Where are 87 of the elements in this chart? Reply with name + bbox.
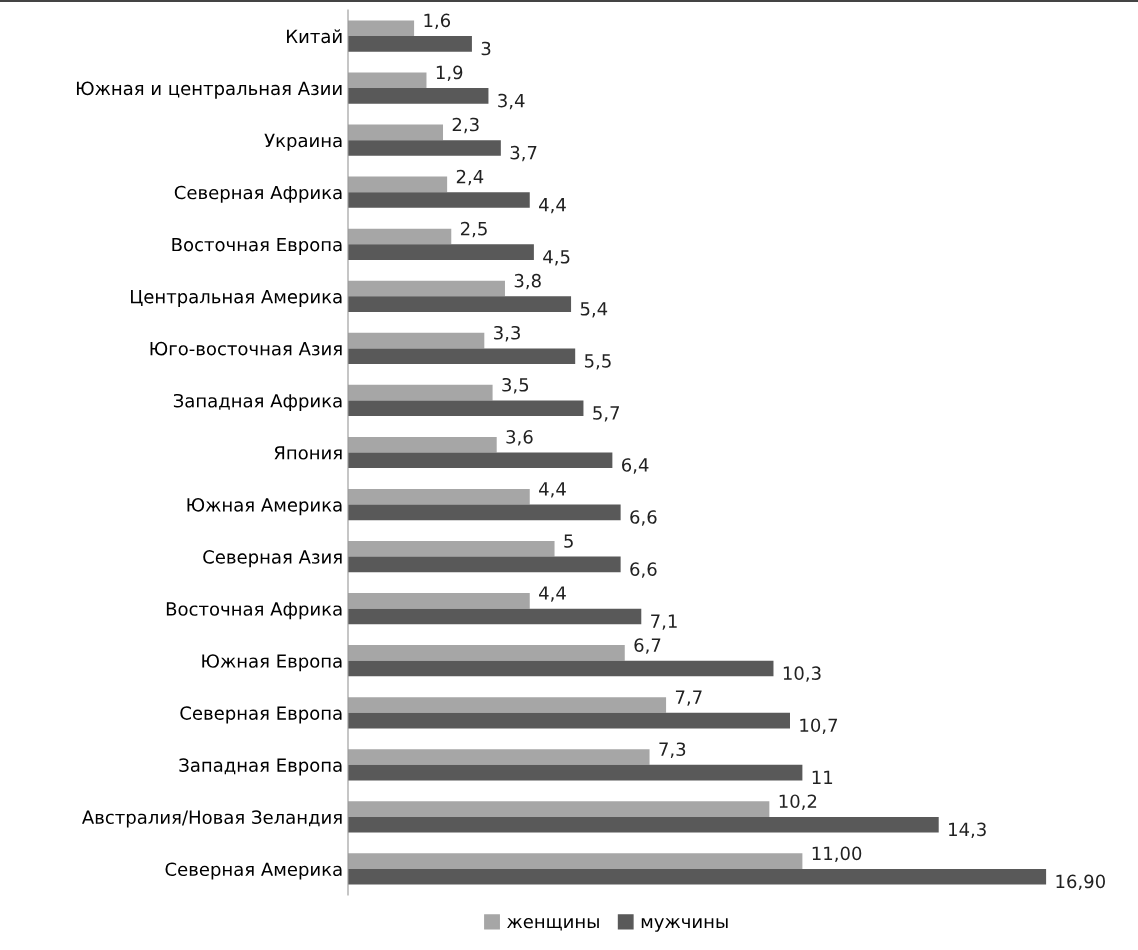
data-label: 3 [481,41,491,56]
bar [348,749,650,765]
bar [348,176,448,193]
bar [348,488,530,505]
data-label: 3,6 [506,430,533,446]
bar [348,660,774,677]
data-label: 2,3 [452,117,479,134]
data-label: 4,4 [539,482,566,498]
data-label: 3,5 [502,377,529,394]
data-label: 6,6 [630,562,657,578]
bar [348,20,415,37]
data-label: 5 [564,534,573,548]
bar [348,853,803,869]
y-tick-label: Восточная Африка [166,602,342,620]
bar [348,124,444,141]
data-label: 3,7 [510,145,537,162]
y-tick-label: Южная Европа [202,654,342,672]
data-label: 4,4 [539,586,566,602]
data-label: 16,90 [1056,874,1105,891]
bar [348,816,939,833]
bar [348,348,576,364]
data-label: 7,1 [651,614,677,630]
bar [348,244,534,260]
data-label: 4,5 [543,250,570,266]
y-tick-label: Япония [274,446,342,460]
bar [348,452,613,469]
bar [348,556,621,573]
y-tick-label: Северная Америка [165,862,342,880]
bar [348,332,485,349]
bar [348,72,427,89]
bar [348,645,625,661]
bar [348,88,489,104]
bar [348,296,572,312]
legend-label: женщины [507,917,599,931]
bar [348,541,555,557]
y-tick-label: Украина [264,133,342,151]
bar [348,697,667,713]
y-tick-label: Южная и центральная Азии [76,81,342,99]
bar [348,712,790,729]
y-tick-label: Центральная Америка [131,290,342,307]
data-label: 7,7 [675,690,702,706]
bar [348,192,530,208]
y-tick-label: Южная Америка [187,498,342,516]
data-label: 2,4 [456,169,484,186]
y-tick-label: Юго-восточная Азия [150,341,342,356]
data-label: 7,3 [659,742,686,758]
data-label: 14,3 [949,822,986,839]
data-label: 11,00 [812,846,862,862]
y-tick-label: Северная Европа [180,706,342,724]
data-label: 3,3 [494,325,520,342]
y-tick-label: Северная Азия [203,550,342,568]
data-label: 10,2 [779,794,817,810]
legend-label: мужчины [641,917,728,932]
bar [348,36,472,52]
data-label: 1,9 [436,65,463,82]
data-label: 3,8 [514,273,541,290]
bar [348,228,452,245]
y-tick-label: Северная Африка [174,185,342,203]
bar [348,504,621,521]
bar [348,764,803,781]
data-label: 5,4 [580,302,608,318]
bar [348,280,505,297]
bar [348,140,501,156]
bar [348,593,530,609]
y-tick-label: Китай [287,29,342,44]
bar [348,384,493,401]
data-label: 5,7 [593,406,620,422]
data-label: 6,6 [630,510,657,526]
data-label: 5,5 [584,354,611,370]
bar [348,868,1047,885]
data-label: 6,7 [634,638,661,654]
y-tick-label: Австралия/Новая Зеландия [81,810,342,828]
y-tick-label: Западная Европа [179,758,342,776]
data-label: 1,6 [424,13,451,30]
data-label: 6,4 [622,458,649,474]
bar [348,400,584,417]
data-label: 11 [812,770,833,784]
y-tick-label: Западная Африка [173,393,342,412]
data-label: 10,3 [783,666,821,682]
data-label: 10,7 [800,718,838,734]
y-tick-label: Восточная Европа [172,237,342,255]
bar [348,801,770,817]
data-label: 2,5 [460,221,487,238]
data-label: 3,4 [498,93,525,110]
bar [348,608,642,625]
data-label: 4,4 [539,198,566,214]
bar [348,436,497,453]
